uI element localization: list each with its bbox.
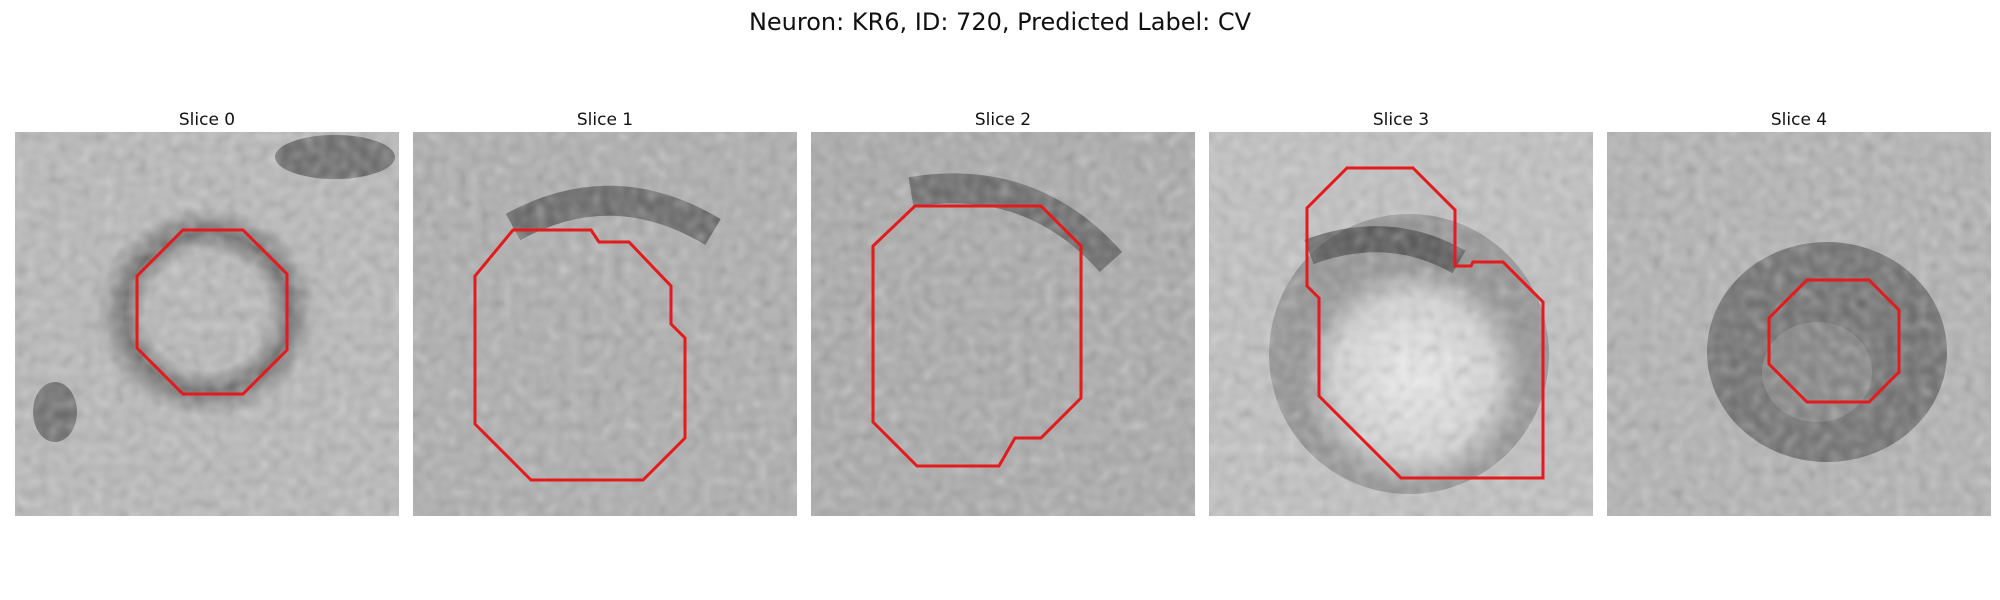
figure-title: Neuron: KR6, ID: 720, Predicted Label: C…: [748, 8, 1252, 36]
slice-panel-1: Slice 1: [413, 108, 797, 516]
roi-outline-2: [871, 204, 1083, 468]
slice-panel-4: Slice 4: [1607, 108, 1991, 516]
roi-outline-1: [473, 228, 687, 482]
slice-panel-2: Slice 2: [811, 108, 1195, 516]
roi-outline-0: [135, 228, 289, 396]
slice-panel-0: Slice 0: [15, 108, 399, 516]
slice-title-2: Slice 2: [974, 110, 1032, 130]
slice-image-2: [811, 132, 1195, 516]
slice-title-4: Slice 4: [1770, 110, 1828, 130]
roi-outline-4: [1767, 278, 1901, 404]
slice-panel-3: Slice 3: [1209, 108, 1593, 516]
roi-outline-3: [1305, 166, 1545, 480]
slice-title-1: Slice 1: [576, 110, 634, 130]
slice-image-3: [1209, 132, 1593, 516]
slice-image-1: [413, 132, 797, 516]
slice-image-0: [15, 132, 399, 516]
slice-title-0: Slice 0: [178, 110, 236, 130]
slice-title-3: Slice 3: [1372, 110, 1430, 130]
slice-image-4: [1607, 132, 1991, 516]
